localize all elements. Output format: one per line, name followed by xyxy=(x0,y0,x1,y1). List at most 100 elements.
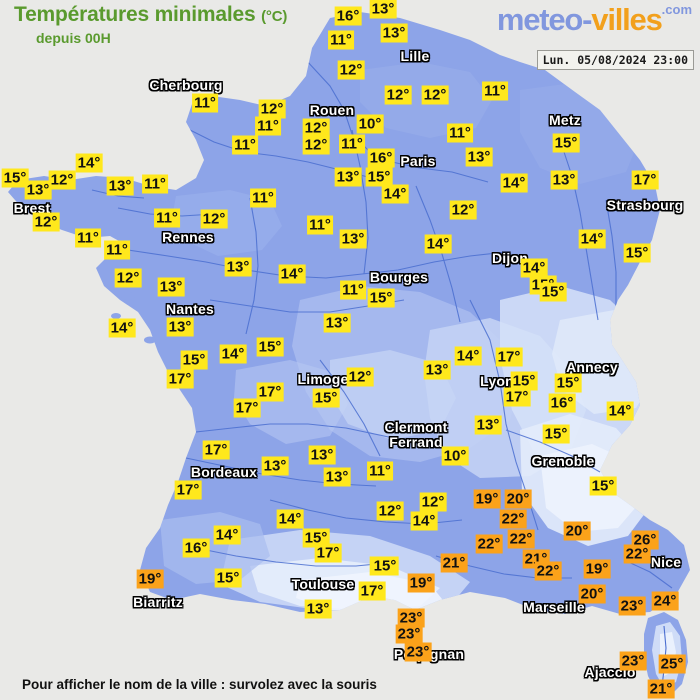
temperature-badge[interactable]: 17° xyxy=(256,382,284,402)
temperature-badge[interactable]: 11° xyxy=(339,134,365,154)
temperature-badge[interactable]: 14° xyxy=(578,229,606,249)
temperature-badge[interactable]: 12° xyxy=(337,60,365,80)
temperature-badge[interactable]: 20° xyxy=(504,489,532,509)
site-logo[interactable]: meteo-villes.com xyxy=(497,2,692,38)
temperature-badge[interactable]: 15° xyxy=(1,168,29,188)
temperature-badge[interactable]: 21° xyxy=(647,679,675,699)
temperature-badge[interactable]: 12° xyxy=(48,170,76,190)
temperature-badge[interactable]: 13° xyxy=(423,360,451,380)
temperature-badge[interactable]: 16° xyxy=(334,6,362,26)
city-label[interactable]: Nice xyxy=(650,554,682,570)
temperature-badge[interactable]: 14° xyxy=(213,525,241,545)
temperature-badge[interactable]: 15° xyxy=(510,371,538,391)
temperature-badge[interactable]: 17° xyxy=(166,369,194,389)
temperature-badge[interactable]: 13° xyxy=(106,176,134,196)
temperature-badge[interactable]: 15° xyxy=(552,133,580,153)
temperature-badge[interactable]: 13° xyxy=(323,467,351,487)
temperature-badge[interactable]: 12° xyxy=(302,135,330,155)
temperature-badge[interactable]: 12° xyxy=(258,99,286,119)
city-label[interactable]: Annecy xyxy=(566,359,618,375)
temperature-badge[interactable]: 22° xyxy=(507,529,535,549)
temperature-badge[interactable]: 14° xyxy=(606,401,634,421)
temperature-badge[interactable]: 17° xyxy=(314,543,342,563)
temperature-badge[interactable]: 11° xyxy=(154,208,180,228)
temperature-badge[interactable]: 11° xyxy=(367,461,393,481)
temperature-badge[interactable]: 13° xyxy=(465,147,493,167)
temperature-badge[interactable]: 14° xyxy=(381,184,409,204)
temperature-badge[interactable]: 17° xyxy=(503,387,531,407)
city-label[interactable]: Rouen xyxy=(309,102,355,118)
temperature-badge[interactable]: 25° xyxy=(658,654,686,674)
temperature-badge[interactable]: 15° xyxy=(542,424,570,444)
temperature-badge[interactable]: 11° xyxy=(142,174,168,194)
city-label[interactable]: Nantes xyxy=(166,301,214,317)
temperature-badge[interactable]: 23° xyxy=(619,651,647,671)
temperature-badge[interactable]: 13° xyxy=(308,445,336,465)
temperature-badge[interactable]: 11° xyxy=(192,93,218,113)
city-label[interactable]: Lille xyxy=(400,48,430,64)
temperature-badge[interactable]: 14° xyxy=(278,264,306,284)
temperature-badge[interactable]: 23° xyxy=(404,642,432,662)
temperature-badge[interactable]: 16° xyxy=(182,538,210,558)
temperature-badge[interactable]: 17° xyxy=(358,581,386,601)
temperature-badge[interactable]: 11° xyxy=(340,280,366,300)
temperature-badge[interactable]: 16° xyxy=(367,148,395,168)
temperature-badge[interactable]: 12° xyxy=(32,212,60,232)
temperature-badge[interactable]: 13° xyxy=(369,0,397,19)
temperature-badge[interactable]: 12° xyxy=(419,492,447,512)
temperature-badge[interactable]: 13° xyxy=(550,170,578,190)
city-label[interactable]: Paris xyxy=(400,153,436,169)
temperature-badge[interactable]: 15° xyxy=(365,167,393,187)
city-label[interactable]: Toulouse xyxy=(291,576,355,592)
city-label[interactable]: Limoges xyxy=(297,371,357,387)
temperature-badge[interactable]: 11° xyxy=(447,123,473,143)
city-label[interactable]: Biarritz xyxy=(133,594,183,610)
city-label[interactable]: Grenoble xyxy=(531,453,595,469)
temperature-badge[interactable]: 17° xyxy=(174,480,202,500)
temperature-badge[interactable]: 15° xyxy=(539,282,567,302)
temperature-badge[interactable]: 15° xyxy=(371,556,399,576)
temperature-badge[interactable]: 13° xyxy=(334,167,362,187)
temperature-badge[interactable]: 14° xyxy=(424,234,452,254)
temperature-badge[interactable]: 13° xyxy=(323,313,351,333)
temperature-badge[interactable]: 12° xyxy=(346,367,374,387)
city-label[interactable]: Bordeaux xyxy=(190,464,258,480)
temperature-badge[interactable]: 17° xyxy=(495,347,523,367)
temperature-badge[interactable]: 23° xyxy=(395,624,423,644)
city-label[interactable]: Rennes xyxy=(162,229,214,245)
temperature-badge[interactable]: 15° xyxy=(214,568,242,588)
temperature-badge[interactable]: 13° xyxy=(261,456,289,476)
temperature-badge[interactable]: 24° xyxy=(651,591,679,611)
temperature-badge[interactable]: 14° xyxy=(520,258,548,278)
temperature-badge[interactable]: 11° xyxy=(482,81,508,101)
temperature-badge[interactable]: 15° xyxy=(312,388,340,408)
temperature-badge[interactable]: 12° xyxy=(449,200,477,220)
temperature-badge[interactable]: 12° xyxy=(421,85,449,105)
temperature-badge[interactable]: 14° xyxy=(454,346,482,366)
temperature-badge[interactable]: 13° xyxy=(24,180,52,200)
temperature-badge[interactable]: 14° xyxy=(75,153,103,173)
temperature-badge[interactable]: 16° xyxy=(548,393,576,413)
temperature-badge[interactable]: 11° xyxy=(232,135,258,155)
temperature-badge[interactable]: 11° xyxy=(328,30,354,50)
city-label[interactable]: Cherbourg xyxy=(149,77,223,93)
temperature-badge[interactable]: 11° xyxy=(307,215,333,235)
temperature-badge[interactable]: 15° xyxy=(623,243,651,263)
city-label[interactable]: Marseille xyxy=(523,599,585,615)
temperature-badge[interactable]: 14° xyxy=(108,318,136,338)
temperature-badge[interactable]: 13° xyxy=(474,415,502,435)
temperature-badge[interactable]: 12° xyxy=(384,85,412,105)
city-label[interactable]: Dijon xyxy=(492,250,528,266)
temperature-badge[interactable]: 20° xyxy=(578,584,606,604)
temperature-badge[interactable]: 11° xyxy=(75,228,101,248)
temperature-badge[interactable]: 11° xyxy=(250,188,276,208)
temperature-badge[interactable]: 15° xyxy=(589,476,617,496)
temperature-badge[interactable]: 19° xyxy=(136,569,164,589)
temperature-badge[interactable]: 15° xyxy=(302,528,330,548)
city-label[interactable]: Brest xyxy=(13,200,51,216)
temperature-badge[interactable]: 11° xyxy=(255,116,281,136)
temperature-badge[interactable]: 12° xyxy=(302,118,330,138)
city-label[interactable]: Lyon xyxy=(480,373,514,389)
temperature-badge[interactable]: 12° xyxy=(114,268,142,288)
temperature-badge[interactable]: 22° xyxy=(534,561,562,581)
